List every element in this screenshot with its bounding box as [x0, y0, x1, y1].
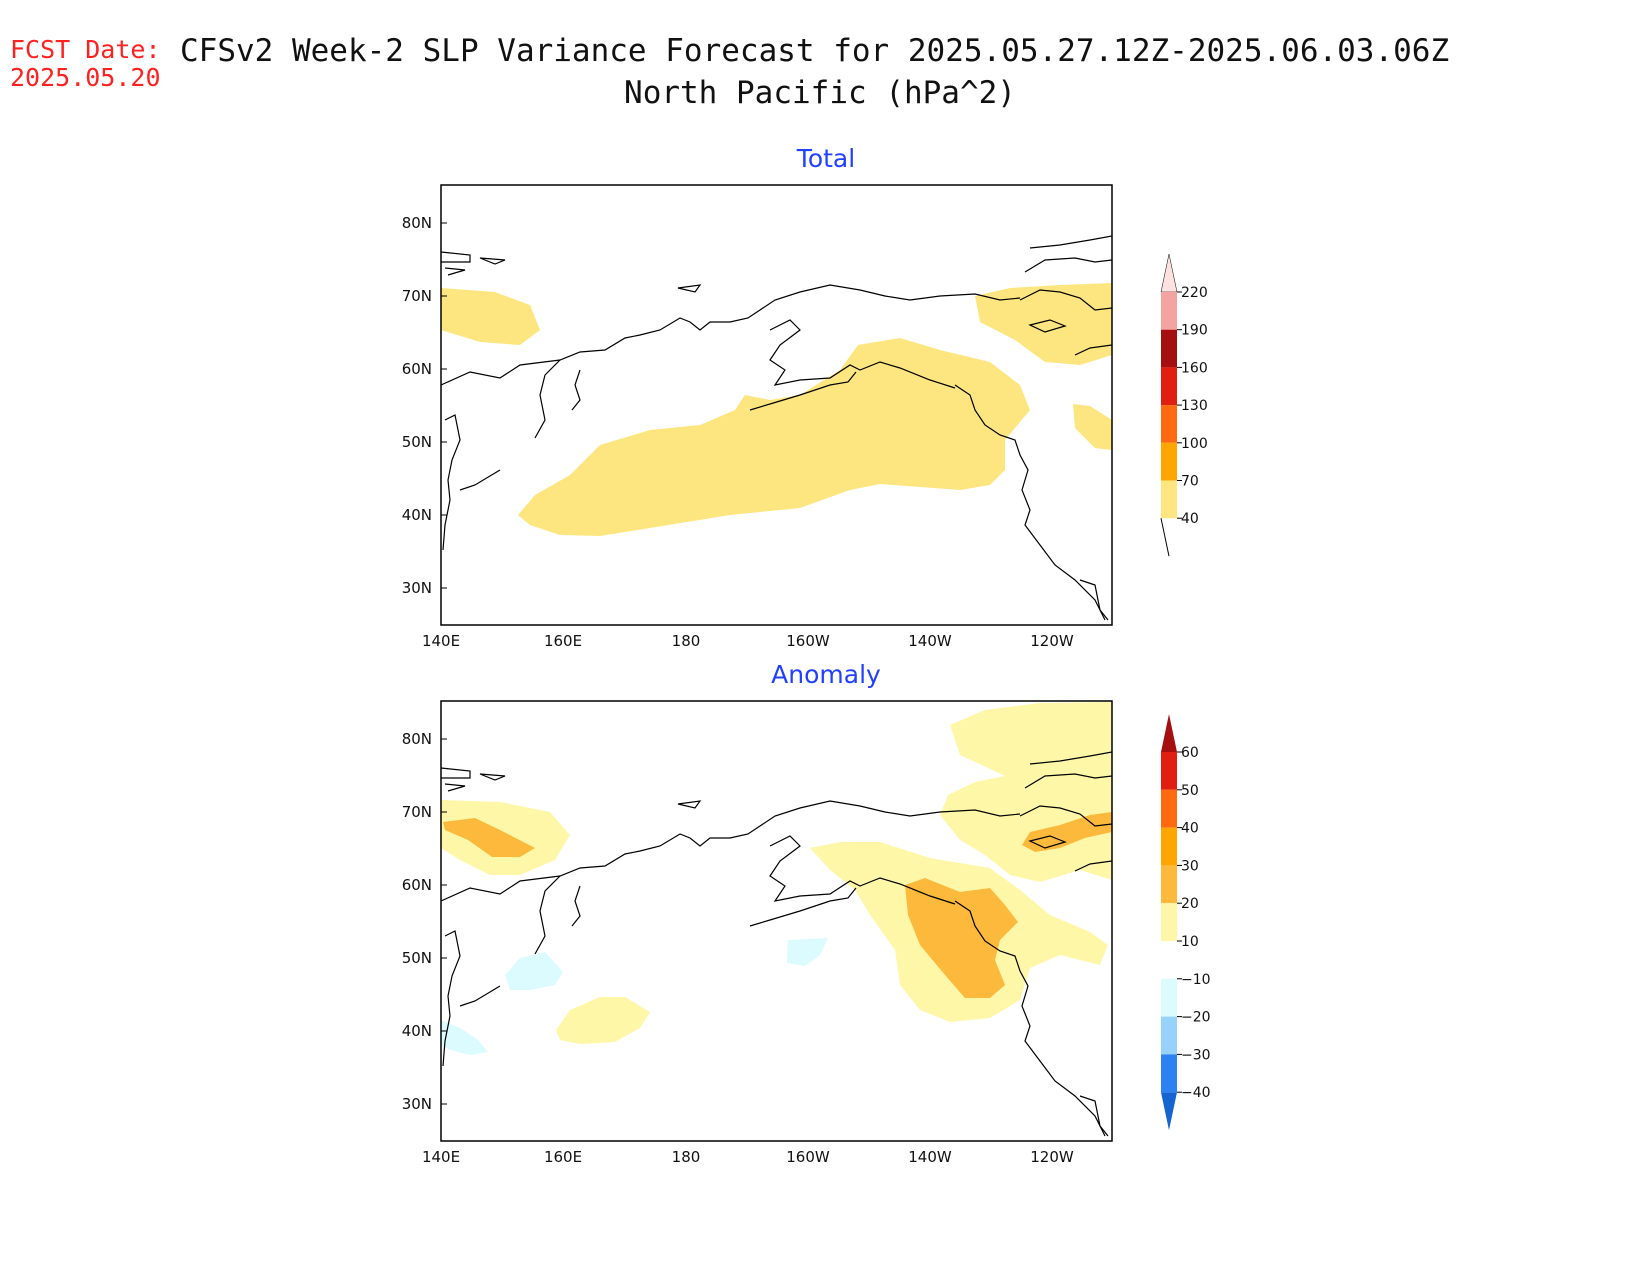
total-coastlines — [441, 235, 1112, 621]
forecast-date-label: FCST Date: — [10, 35, 161, 64]
colorbar-swatch — [1161, 442, 1177, 481]
colorbar-swatch — [1161, 941, 1177, 979]
anomaly-coastlines — [441, 751, 1112, 1137]
colorbar-label: −30 — [1181, 1047, 1211, 1063]
colorbar-swatch — [1161, 329, 1177, 368]
colorbar-swatch — [1161, 903, 1177, 941]
lon-tick-label: 180 — [672, 632, 701, 650]
title-line-2: North Pacific (hPa^2) — [624, 75, 1016, 111]
lon-tick-label: 120W — [1030, 632, 1074, 650]
colorbar-swatch — [1161, 1054, 1177, 1093]
colorbar-swatch — [1161, 789, 1177, 828]
lon-tick-label: 140E — [422, 1148, 460, 1166]
colorbar-label: 220 — [1181, 285, 1208, 301]
lat-tick-label: 40N — [402, 506, 432, 524]
colorbar-swatch — [1161, 752, 1177, 790]
colorbar-label: −40 — [1181, 1085, 1211, 1101]
colorbar-label: 130 — [1181, 398, 1208, 414]
lon-tick-label: 180 — [672, 1148, 701, 1166]
total-region-bc — [1073, 404, 1112, 450]
lat-tick-label: 30N — [402, 1095, 432, 1113]
total-lat-axis: 80N 70N 60N 50N 40N 30N — [402, 214, 447, 597]
total-region-arctic-canada — [975, 283, 1112, 365]
forecast-date-block: FCST Date: 2025.05.20 — [10, 36, 161, 92]
colorbar-cap-top — [1161, 714, 1177, 752]
colorbar-label: −10 — [1181, 972, 1211, 988]
colorbar-label: 160 — [1181, 360, 1208, 376]
lat-tick-label: 60N — [402, 876, 432, 894]
colorbar-swatch — [1161, 292, 1177, 330]
colorbar-label: −20 — [1181, 1010, 1211, 1026]
colorbar-cap-top — [1160, 253, 1178, 293]
lon-tick-label: 160E — [544, 1148, 582, 1166]
anomaly-frame — [440, 700, 1113, 1142]
anom-region-subtropical — [556, 997, 650, 1044]
anomaly-lon-axis: 140E 160E 180 160W 140W 120W — [422, 1148, 1074, 1166]
lat-tick-label: 80N — [402, 730, 432, 748]
figure-title: CFSv2 Week-2 SLP Variance Forecast for 2… — [180, 30, 1620, 114]
lat-tick-label: 50N — [402, 433, 432, 451]
anomaly-lat-axis: 80N 70N 60N 50N 40N 30N — [402, 730, 447, 1113]
colorbar-label: 50 — [1181, 783, 1199, 799]
lon-tick-label: 140E — [422, 632, 460, 650]
lat-tick-label: 40N — [402, 1022, 432, 1040]
anom-region-siberia-core — [443, 818, 535, 857]
colorbar-swatch — [1161, 827, 1177, 866]
colorbar-swatch — [1161, 865, 1177, 904]
anom-region-kuril-neg — [505, 952, 563, 990]
colorbar-label: 190 — [1181, 323, 1208, 339]
lon-tick-label: 160W — [786, 1148, 830, 1166]
total-shading — [441, 283, 1112, 536]
lon-tick-label: 160E — [544, 632, 582, 650]
total-frame — [440, 184, 1113, 626]
colorbar-label: 70 — [1181, 474, 1199, 490]
lon-tick-label: 160W — [786, 632, 830, 650]
lon-tick-label: 140W — [908, 1148, 952, 1166]
lat-tick-label: 70N — [402, 803, 432, 821]
lat-tick-label: 60N — [402, 360, 432, 378]
lat-tick-label: 80N — [402, 214, 432, 232]
forecast-date-value: 2025.05.20 — [10, 63, 161, 92]
colorbar-swatch — [1161, 405, 1177, 443]
colorbar-swatch — [1161, 480, 1177, 519]
anomaly-shading — [441, 702, 1112, 1055]
colorbar-label: 40 — [1181, 511, 1199, 527]
total-region-pacific — [518, 338, 1030, 536]
lat-tick-label: 50N — [402, 949, 432, 967]
colorbar-label: 60 — [1181, 745, 1199, 761]
colorbar-label: 30 — [1181, 858, 1199, 874]
lat-tick-label: 70N — [402, 287, 432, 305]
lon-tick-label: 140W — [908, 632, 952, 650]
anomaly-colorbar: 60 50 40 30 20 10 −10 −20 −30 −40 — [1161, 714, 1211, 1131]
colorbar-label: 20 — [1181, 896, 1199, 912]
colorbar-label: 10 — [1181, 934, 1199, 950]
colorbar-swatch — [1161, 978, 1177, 1017]
panel-title-anomaly: Anomaly — [771, 660, 881, 689]
anom-region-bc-core — [905, 878, 1018, 998]
colorbar-label: 40 — [1181, 821, 1199, 837]
anom-region-japan-neg — [441, 1020, 488, 1055]
colorbar-cap-bottom — [1161, 1092, 1177, 1131]
anom-region-aleutian-neg — [787, 938, 828, 966]
colorbar-label: 100 — [1181, 436, 1208, 452]
lat-tick-label: 30N — [402, 579, 432, 597]
colorbar-swatch — [1161, 367, 1177, 406]
panel-title-total: Total — [796, 144, 856, 173]
colorbar-swatch — [1161, 1016, 1177, 1055]
total-region-chukchi — [441, 288, 540, 345]
total-lon-axis: 140E 160E 180 160W 140W 120W — [422, 632, 1074, 650]
anom-region-arctic — [940, 702, 1112, 882]
total-colorbar: 220 190 160 130 100 70 40 — [1160, 253, 1208, 556]
lon-tick-label: 120W — [1030, 1148, 1074, 1166]
colorbar-cap-bottom — [1161, 518, 1177, 556]
title-line-1: CFSv2 Week-2 SLP Variance Forecast for 2… — [180, 33, 1450, 69]
